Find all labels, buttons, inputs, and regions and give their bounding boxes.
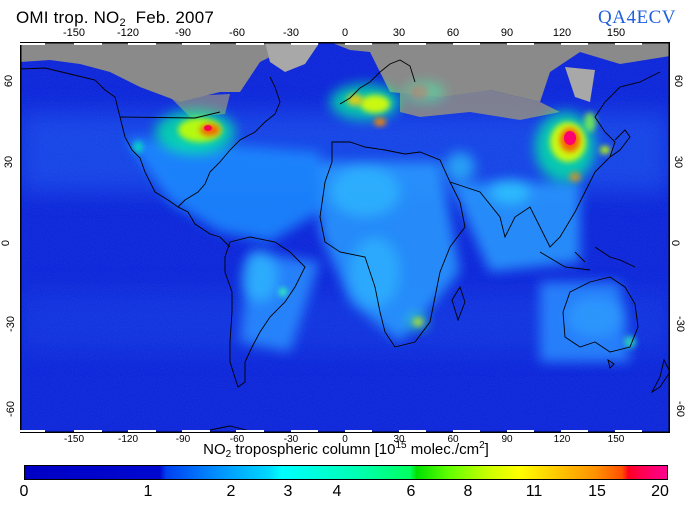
y-tick: 30 [672, 155, 685, 169]
colorbar-tick: 15 [588, 483, 606, 500]
x-tick: 150 [607, 434, 625, 445]
x-tick: -60 [229, 27, 245, 39]
x-tick: 0 [341, 27, 349, 39]
y-tick: 30 [3, 155, 16, 169]
x-tick: 120 [552, 27, 572, 39]
colorbar-tick: 20 [651, 483, 669, 500]
no-data-regions [20, 42, 670, 120]
x-tick: 30 [393, 434, 405, 445]
colorbar-tick: 8 [463, 483, 473, 500]
y-tick: -60 [4, 401, 17, 417]
x-tick: -60 [229, 434, 245, 445]
colorbar-tick: 1 [143, 483, 153, 500]
colorbar-tick: 3 [283, 483, 293, 500]
y-tick: 60 [3, 74, 16, 88]
label-text: ] [484, 441, 489, 458]
x-tick: 150 [606, 27, 626, 39]
x-tick: 30 [392, 27, 406, 39]
title-subscript: 2 [119, 17, 126, 29]
colorbar-tick: 6 [406, 483, 416, 500]
label-subscript: 2 [225, 449, 232, 460]
y-tick: 0 [0, 239, 13, 247]
x-tick: -150 [63, 434, 85, 445]
label-text: tropospheric column [10 [231, 441, 396, 458]
no2-map [20, 42, 670, 433]
x-tick: 60 [446, 27, 460, 39]
x-tick: 60 [447, 434, 459, 445]
y-tick: -60 [673, 401, 686, 417]
label-superscript: 2 [479, 440, 485, 451]
x-tick: -120 [116, 27, 140, 39]
x-tick: -90 [175, 27, 191, 39]
coastlines [20, 59, 670, 432]
x-tick: -30 [283, 434, 299, 445]
title-text: OMI trop. NO [16, 8, 120, 27]
map-title: OMI trop. NO2 Feb. 2007 [16, 8, 214, 29]
x-tick: -90 [175, 434, 191, 445]
y-tick: 60 [672, 74, 685, 88]
brand-logo: QA4ECV [598, 7, 676, 28]
colorbar-tick: 0 [19, 483, 29, 500]
x-tick: -150 [62, 27, 86, 39]
hotspots [133, 82, 636, 348]
label-superscript: 15 [395, 440, 407, 451]
title-date: Feb. 2007 [125, 8, 215, 27]
y-tick: -30 [673, 316, 686, 332]
colorbar [24, 465, 668, 480]
colorbar-tick: 4 [332, 483, 342, 500]
y-tick: -30 [4, 316, 17, 332]
label-text: molec./cm [406, 441, 480, 458]
x-tick: 120 [553, 434, 571, 445]
x-tick: 90 [500, 27, 514, 39]
colorbar-tick: 11 [525, 483, 543, 500]
x-tick: 0 [342, 434, 348, 445]
colorbar-label: NO2 tropospheric column [1015 molec./cm2… [0, 440, 692, 460]
y-tick: 0 [669, 239, 682, 247]
label-text: NO [203, 441, 226, 458]
colorbar-tick: 2 [226, 483, 236, 500]
x-tick: 90 [501, 434, 513, 445]
x-tick: -30 [283, 27, 299, 39]
x-tick: -120 [117, 434, 139, 445]
